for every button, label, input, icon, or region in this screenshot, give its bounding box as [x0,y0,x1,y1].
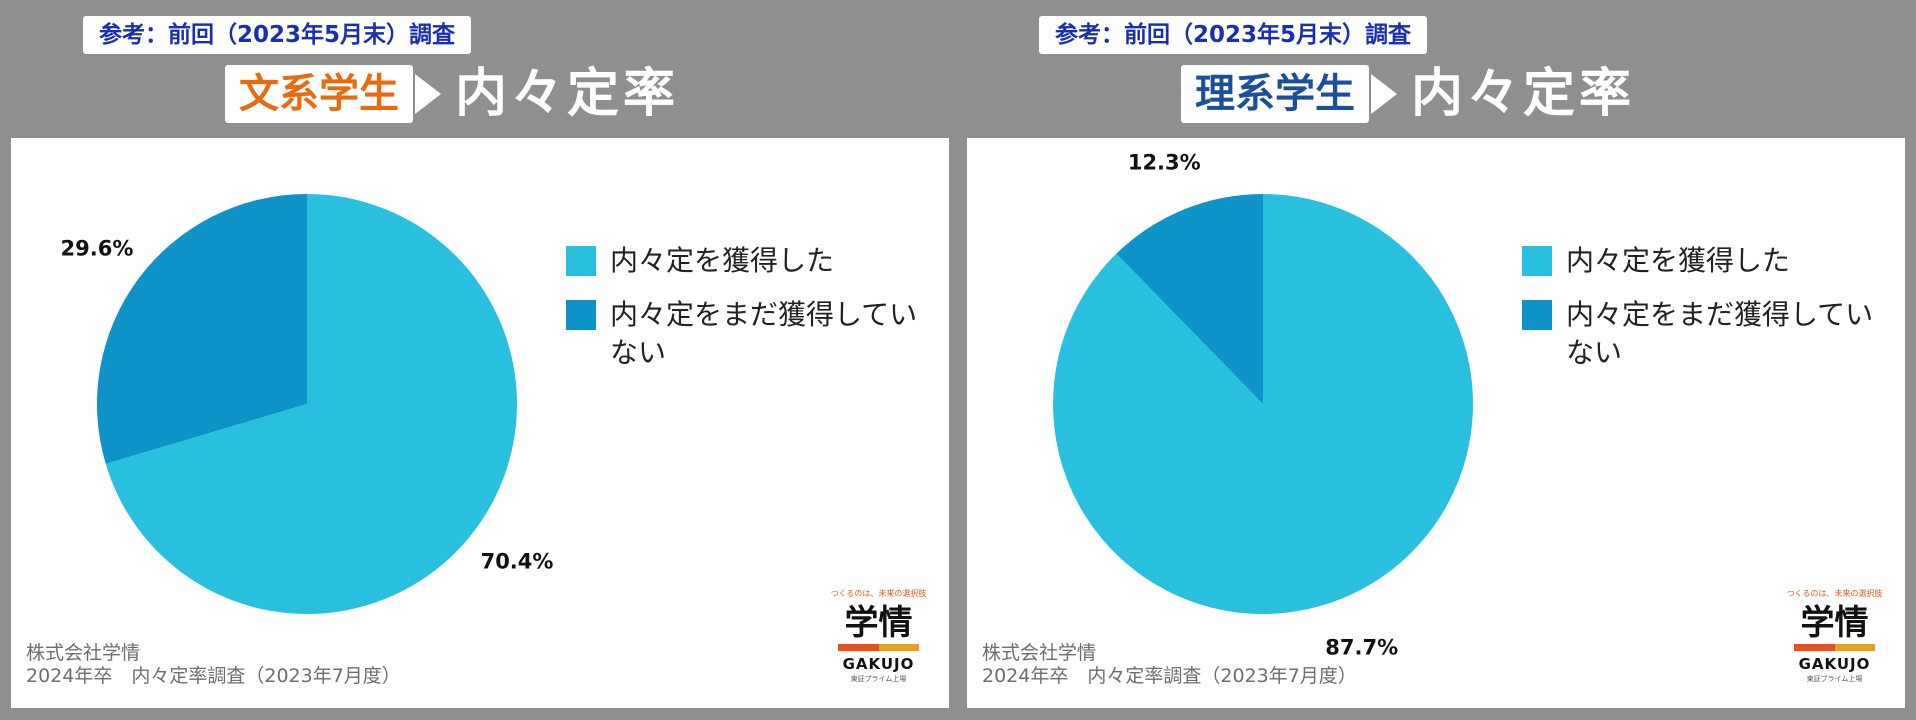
logo-tagline: つくるのは、未来の選択肢 [830,589,927,598]
source-survey: 2024年卒 内々定率調査（2023年7月度） [26,665,401,687]
major-label: 文系学生 [225,65,413,123]
panel-humanities: 参考：前回（2023年5月末）調査 文系学生 内々定率 70.4% 29.6% 内… [11,16,949,708]
source-survey: 2024年卒 内々定率調査（2023年7月度） [982,665,1357,687]
legend-swatch [1522,300,1552,330]
pie-slice-not-acquired [96,194,307,464]
pie-value-label: 29.6% [61,236,134,260]
reference-badge: 参考：前回（2023年5月末）調査 [83,16,472,54]
logo-bar [1794,644,1875,651]
pie-slice-not-acquired [1116,194,1263,404]
logo-name-en: GAKUJO [1798,655,1871,673]
page-title: 内々定率 [455,64,680,124]
gakujo-logo: つくるのは、未来の選択肢 学情 GAKUJO 東証プライム上場 [1782,588,1887,698]
source-company: 株式会社学情 [26,642,141,664]
chevron-right-icon [413,65,443,123]
pie-slice-acquired [105,194,518,614]
legend-label: 内々定を獲得した [610,244,835,277]
page-title: 内々定率 [1411,64,1636,124]
pie-chart: 87.7% 12.3% [1053,150,1473,660]
source-text: 株式会社学情 2024年卒 内々定率調査（2023年7月度） [982,642,1357,688]
legend-swatch [566,300,596,330]
logo-name: 学情 [1800,603,1869,643]
chart-card: 87.7% 12.3% 内々定を獲得した 内々定をまだ獲得していない 株式会社学情… [967,138,1905,708]
pie-value-label: 87.7% [1325,636,1398,660]
logo-sub: 東証プライム上場 [1806,675,1863,683]
major-label: 理系学生 [1181,65,1369,123]
chart-card: 70.4% 29.6% 内々定を獲得した 内々定をまだ獲得していない 株式会社学情… [11,138,949,708]
title-row: 文系学生 内々定率 [225,64,679,124]
legend-label: 内々定を獲得した [1566,244,1791,277]
logo-bar [838,644,919,651]
gakujo-logo: つくるのは、未来の選択肢 学情 GAKUJO 東証プライム上場 [826,588,931,698]
legend-label: 内々定をまだ獲得していない [1566,298,1874,369]
legend-item-acquired: 内々定を獲得した [1522,242,1882,280]
legend: 内々定を獲得した 内々定をまだ獲得していない [566,242,926,388]
legend-item-acquired: 内々定を獲得した [566,242,926,280]
logo-name-en: GAKUJO [842,655,915,673]
pie-value-label: 70.4% [481,550,554,574]
title-row: 理系学生 内々定率 [1181,64,1635,124]
legend: 内々定を獲得した 内々定をまだ獲得していない [1522,242,1882,388]
source-company: 株式会社学情 [982,642,1097,664]
logo-tagline: つくるのは、未来の選択肢 [1786,589,1883,598]
panel-science: 参考：前回（2023年5月末）調査 理系学生 内々定率 87.7% 12.3% 内… [958,0,1916,720]
pie-chart: 70.4% 29.6% [61,194,554,614]
legend-swatch [1522,246,1552,276]
legend-swatch [566,246,596,276]
legend-item-not-acquired: 内々定をまだ獲得していない [1522,296,1882,372]
logo-name: 学情 [844,603,913,643]
pie-value-label: 12.3% [1128,150,1201,174]
legend-item-not-acquired: 内々定をまだ獲得していない [566,296,926,372]
legend-label: 内々定をまだ獲得していない [610,298,918,369]
reference-badge: 参考：前回（2023年5月末）調査 [1039,16,1428,54]
logo-sub: 東証プライム上場 [850,675,907,683]
source-text: 株式会社学情 2024年卒 内々定率調査（2023年7月度） [26,642,401,688]
chevron-right-icon [1369,65,1399,123]
